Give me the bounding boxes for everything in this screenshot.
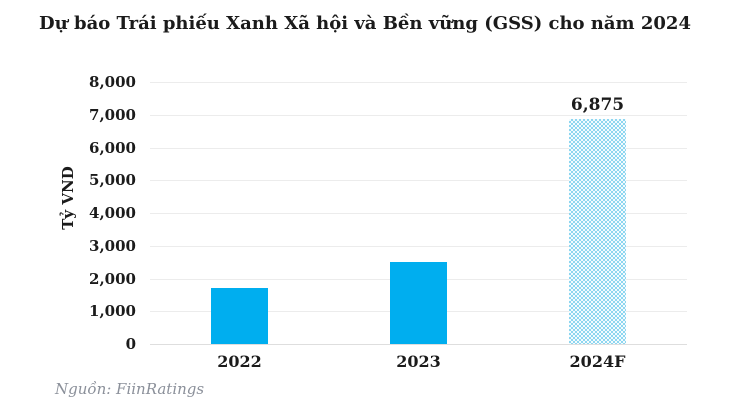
y-tick-label: 5,000 [89, 171, 136, 190]
y-tick-label: 4,000 [89, 204, 136, 222]
source-note: Nguồn: FiinRatings [55, 380, 205, 398]
gridline [150, 147, 687, 149]
y-tick-label: 0 [125, 335, 136, 353]
y-tick-label: 7,000 [89, 105, 136, 124]
gridline [150, 82, 687, 83]
bar-2023 [390, 262, 447, 344]
gridline [150, 180, 687, 182]
y-tick-label: 1,000 [89, 302, 136, 321]
y-tick-label: 2,000 [89, 269, 136, 288]
x-tick-label: 2022 [217, 352, 262, 371]
y-tick-label: 6,000 [89, 138, 136, 157]
chart-title: Dự báo Trái phiếu Xanh Xã hội và Bền vữn… [39, 13, 691, 34]
x-tick-label: 2023 [396, 352, 441, 371]
bar-2022 [211, 288, 268, 344]
x-axis-line [150, 344, 687, 345]
gridline [150, 245, 687, 247]
y-tick-label: 8,000 [89, 73, 136, 91]
bar-value-label: 6,875 [570, 95, 625, 115]
bar-2024F [569, 119, 626, 344]
y-axis: 0 1,000 2,000 3,000 4,000 5,000 6,000 7,000 8,00… [0, 0, 136, 404]
y-tick-label: 3,000 [89, 236, 136, 255]
x-tick-label: 2024F [569, 352, 626, 371]
plot-area: 6,875 [150, 82, 687, 345]
gridline [150, 114, 687, 116]
gridline [150, 213, 687, 214]
